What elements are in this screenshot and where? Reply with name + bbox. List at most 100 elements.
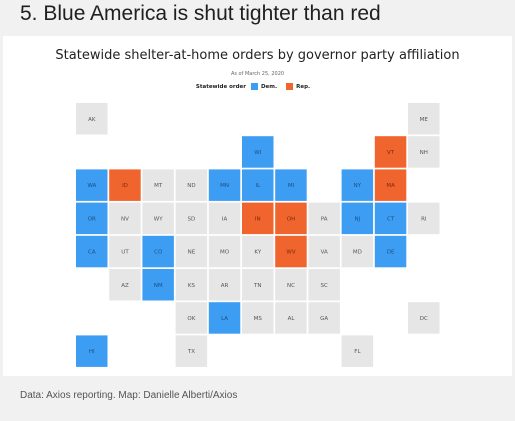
state-tile-label: LA <box>221 316 228 322</box>
state-tile-hi: HI <box>76 335 108 367</box>
state-tile-co: CO <box>142 235 174 268</box>
state-tile-rect <box>208 169 241 201</box>
headline: 5. Blue America is shut tighter than red <box>20 2 381 25</box>
state-tile-rect <box>208 235 241 268</box>
state-tile-rect <box>142 269 174 301</box>
state-tile-ga: GA <box>308 302 340 334</box>
state-tile-rect <box>76 335 108 367</box>
state-tile-rect <box>175 169 208 201</box>
state-tile-wi: WI <box>242 136 274 168</box>
state-tile-label: AR <box>221 283 229 289</box>
state-tile-pa: PA <box>308 202 340 235</box>
state-tile-rect <box>308 202 340 235</box>
state-tile-rect <box>76 235 108 268</box>
state-tile-label: ND <box>187 183 195 189</box>
state-tile-label: CO <box>154 250 163 256</box>
state-tile-label: MO <box>220 250 230 256</box>
state-tile-ca: CA <box>76 235 108 268</box>
state-tile-label: IN <box>255 216 261 222</box>
state-tile-rect <box>275 269 307 301</box>
state-tile-label: AL <box>288 316 296 322</box>
chart-title: Statewide shelter-at-home orders by gove… <box>55 48 460 63</box>
state-tile-label: MN <box>220 183 229 189</box>
state-tile-rect <box>175 235 208 268</box>
state-tile-tx: TX <box>175 335 208 367</box>
state-tile-label: MI <box>288 183 295 189</box>
state-tile-label: NE <box>188 250 196 256</box>
chart-card: Statewide shelter-at-home orders by gove… <box>3 36 512 376</box>
state-tile-rect <box>408 302 440 334</box>
state-tile-label: WA <box>87 183 96 189</box>
state-tile-rect <box>374 235 407 268</box>
state-tile-label: WI <box>254 150 261 156</box>
legend: Statewide order Dem. Rep. <box>3 83 512 90</box>
state-tile-ok: OK <box>175 302 208 334</box>
state-tile-rect <box>341 169 374 201</box>
legend-label-dem: Dem. <box>260 83 278 90</box>
state-tile-nh: NH <box>408 136 440 168</box>
state-tile-sc: SC <box>308 269 340 301</box>
state-tile-or: OR <box>76 202 108 235</box>
state-tile-ne: NE <box>175 235 208 268</box>
state-tile-rect <box>109 235 141 268</box>
state-tile-rect <box>275 235 307 268</box>
state-tile-fl: FL <box>341 335 374 367</box>
state-tile-mn: MN <box>208 169 241 201</box>
state-tile-rect <box>374 169 407 201</box>
state-tile-label: ME <box>420 117 429 123</box>
state-tile-rect <box>341 335 374 367</box>
state-tile-rect <box>374 202 407 235</box>
state-tile-al: AL <box>275 302 307 334</box>
state-tile-label: NJ <box>355 216 361 222</box>
state-tile-rect <box>208 269 241 301</box>
state-tile-map: AK ME WI VT NH WA ID MT ND MN IL MI NY MA OR NV WY SD IA IN… <box>76 103 440 367</box>
state-tile-ak: AK <box>76 103 108 135</box>
state-tile-label: OR <box>88 216 96 222</box>
state-tile-rect <box>142 202 174 235</box>
state-tile-label: IL <box>255 183 261 189</box>
state-tile-label: SC <box>321 283 328 289</box>
state-tile-rect <box>175 335 208 367</box>
state-tile-nd: ND <box>175 169 208 201</box>
state-tile-label: OK <box>187 316 195 322</box>
state-tile-nv: NV <box>109 202 141 235</box>
state-tile-label: RI <box>421 216 427 222</box>
state-tile-label: MT <box>154 183 163 189</box>
state-tile-label: KY <box>254 250 261 256</box>
state-tile-rect <box>109 269 141 301</box>
state-tile-va: VA <box>308 235 340 268</box>
state-tile-me: ME <box>408 103 440 135</box>
state-tile-ky: KY <box>242 235 274 268</box>
state-tile-rect <box>175 202 208 235</box>
state-tile-label: MS <box>254 316 263 322</box>
state-tile-la: LA <box>208 302 241 334</box>
state-tile-sd: SD <box>175 202 208 235</box>
state-tile-rect <box>242 169 274 201</box>
chart-subtitle: As of March 25, 2020 <box>230 71 285 77</box>
state-tile-rect <box>308 269 340 301</box>
state-tile-label: ID <box>122 183 128 189</box>
state-tile-ny: NY <box>341 169 374 201</box>
state-tile-nj: NJ <box>341 202 374 235</box>
state-tile-label: NM <box>154 283 163 289</box>
state-tile-rect <box>109 169 141 201</box>
state-tile-rect <box>76 169 108 201</box>
state-tile-label: AZ <box>121 283 129 289</box>
state-tile-label: VA <box>321 250 328 256</box>
state-tile-ar: AR <box>208 269 241 301</box>
state-tile-label: DE <box>387 250 395 256</box>
state-tile-az: AZ <box>109 269 141 301</box>
state-tile-rect <box>408 136 440 168</box>
state-tile-label: PA <box>321 216 328 222</box>
state-tile-wa: WA <box>76 169 108 201</box>
legend-swatch-dem <box>250 83 258 90</box>
source-note: Data: Axios reporting. Map: Danielle Alb… <box>20 390 238 401</box>
state-tile-label: WY <box>154 216 163 222</box>
state-tile-rect <box>142 235 174 268</box>
state-tile-ma: MA <box>374 169 407 201</box>
state-tile-rect <box>275 302 307 334</box>
state-tile-il: IL <box>242 169 274 201</box>
state-tile-nc: NC <box>275 269 307 301</box>
state-tile-label: WV <box>286 250 295 256</box>
state-tile-vt: VT <box>374 136 407 168</box>
